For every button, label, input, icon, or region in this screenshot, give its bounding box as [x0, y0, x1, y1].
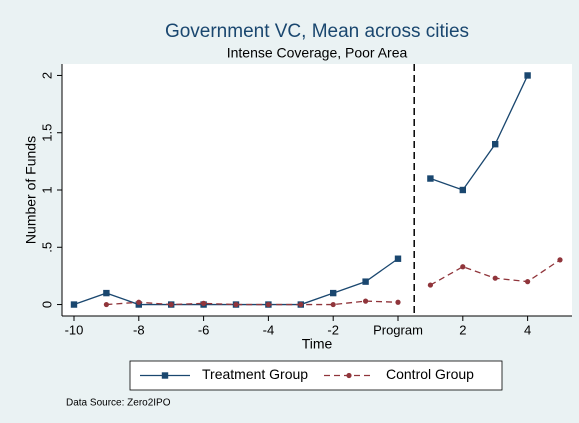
point [200, 300, 207, 306]
point [524, 72, 531, 79]
point [492, 140, 499, 148]
point [265, 301, 271, 308]
point [103, 301, 109, 308]
x-tick-label: 4 [524, 322, 531, 337]
point [233, 301, 239, 308]
point [103, 289, 110, 297]
series-line [430, 75, 529, 191]
plot-area [62, 64, 572, 316]
legend-marker [161, 372, 169, 379]
y-tick-label: 1.5 [39, 124, 54, 142]
point [427, 175, 434, 182]
y-tick-label: 0 [39, 301, 54, 308]
point [298, 301, 304, 308]
point [394, 255, 402, 262]
y-tick-label: 2 [39, 72, 54, 79]
point [395, 299, 401, 305]
x-tick-label: -2 [327, 322, 339, 337]
chart-title: Government VC, Mean across cities [165, 21, 469, 42]
point [168, 301, 174, 308]
legend-label: Control Group [386, 366, 474, 382]
point [460, 264, 466, 270]
point [363, 298, 369, 304]
point [427, 282, 434, 288]
x-tick-label: -8 [133, 322, 145, 337]
point [557, 257, 563, 263]
point [70, 301, 78, 308]
point [330, 301, 336, 308]
legend-label: Treatment Group [202, 366, 308, 382]
x-tick-label: Program [373, 322, 423, 337]
point [525, 279, 531, 285]
chart-subtitle: Intense Coverage, Poor Area [227, 45, 408, 61]
x-tick-label: -10 [65, 322, 84, 337]
point [136, 299, 142, 305]
point [362, 278, 369, 285]
series-line [106, 300, 399, 306]
legend-marker [346, 372, 352, 379]
point [459, 186, 467, 194]
y-axis-label: Number of Funds [23, 136, 39, 244]
legend-box [129, 360, 503, 391]
x-tick-label: -4 [263, 322, 275, 337]
x-tick-label: 2 [459, 322, 466, 337]
y-tick-label: .5 [39, 242, 54, 253]
point [330, 289, 337, 297]
point [492, 275, 498, 281]
x-axis-label: Time [302, 336, 333, 352]
source-note: Data Source: Zero2IPO [66, 398, 171, 409]
x-tick-label: -6 [198, 322, 210, 337]
y-tick-label: 1 [39, 186, 54, 193]
